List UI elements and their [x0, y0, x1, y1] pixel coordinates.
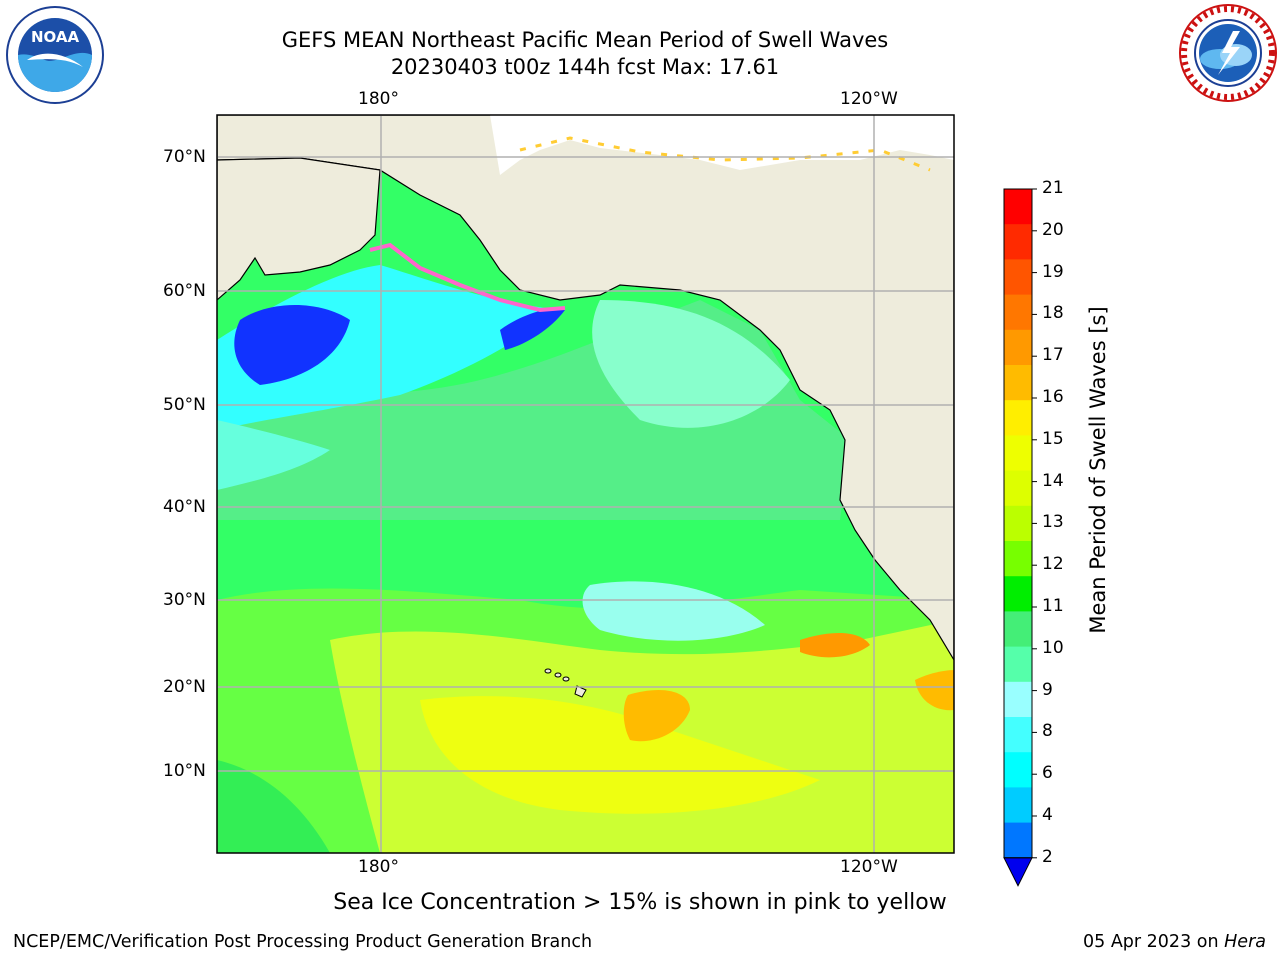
colorbar-swatch [1004, 505, 1032, 542]
lat-label-70n: 70°N [163, 147, 206, 167]
colorbar-tick-label: 14 [1042, 470, 1064, 491]
colorbar-swatch [1004, 224, 1032, 260]
colorbar-swatch [1004, 752, 1032, 788]
sea-ice-arctic-edge [519, 136, 931, 172]
colorbar [1003, 188, 1037, 887]
sea-ice-caption: Sea Ice Concentration > 15% is shown in … [333, 890, 947, 915]
map-title: GEFS MEAN Northeast Pacific Mean Period … [281, 28, 889, 52]
colorbar-swatch [1004, 681, 1032, 718]
footer-date-text: 05 Apr 2023 on [1083, 932, 1225, 952]
swell-region-8-9 [217, 420, 330, 490]
colorbar-tick-label: 12 [1042, 554, 1064, 575]
colorbar-tick-label: 17 [1042, 345, 1064, 366]
colorbar-swatch [1004, 329, 1032, 366]
swell-region-sw-10-11 [217, 760, 330, 853]
colorbar-swatch [1004, 541, 1032, 577]
colorbar-swatch [1004, 470, 1032, 507]
colorbar-tick-label: 10 [1042, 637, 1064, 658]
colorbar-tick-label: 19 [1042, 261, 1064, 282]
map-subtitle: 20230403 t00z 144h fcst Max: 17.61 [390, 55, 780, 79]
colorbar-tick-label: 2 [1042, 846, 1053, 867]
colorbar-tick-label: 16 [1042, 387, 1064, 407]
colorbar-tick-label: 18 [1042, 303, 1064, 324]
nws-logo [1178, 3, 1278, 103]
swell-region-subtropical-8-9 [582, 581, 765, 641]
swell-region-14-15 [420, 696, 820, 814]
colorbar-swatch [1004, 435, 1032, 472]
swell-region-low-aleutian [234, 305, 350, 385]
swell-region-17-18 [800, 633, 870, 658]
hawaiian-islands [544, 668, 587, 698]
swell-region-east-16-17 [915, 670, 954, 711]
lat-label-40n: 40°N [163, 497, 206, 517]
noaa-logo: NOAA [5, 5, 105, 105]
colorbar-swatch [1004, 365, 1032, 401]
map-area [217, 115, 954, 853]
lat-label-30n: 30°N [163, 590, 206, 610]
lon-label-bottom-180: 180° [358, 857, 399, 877]
footer-date: 05 Apr 2023 on Hera [1083, 932, 1266, 952]
sea-ice-edge [369, 242, 566, 313]
map-frame [216, 114, 955, 854]
swell-region-low-alaska [500, 308, 565, 350]
colorbar-under-triangle [1003, 857, 1033, 887]
colorbar-swatch [1004, 259, 1032, 296]
colorbar-swatch [1004, 189, 1032, 225]
colorbar-tick-label: 6 [1042, 763, 1053, 784]
colorbar-tick-label: 13 [1042, 512, 1064, 533]
lat-label-10n: 10°N [163, 761, 206, 781]
lat-label-50n: 50°N [163, 395, 206, 415]
colorbar-tick-label: 8 [1042, 721, 1053, 742]
swell-region-16-17 [623, 690, 690, 742]
colorbar-tick-label: 21 [1042, 178, 1064, 198]
colorbar-tick-label: 15 [1042, 428, 1064, 449]
colorbar-swatch [1004, 822, 1032, 859]
colorbar-tick-label: 20 [1042, 219, 1064, 240]
footer-machine: Hera [1224, 932, 1266, 952]
footer-branch: NCEP/EMC/Verification Post Processing Pr… [13, 932, 593, 952]
colorbar-swatch [1004, 611, 1032, 648]
colorbar-swatch [1004, 294, 1032, 331]
colorbar-swatch [1004, 787, 1032, 824]
noaa-text: NOAA [31, 28, 80, 46]
lat-label-20n: 20°N [163, 677, 206, 697]
colorbar-label: Mean Period of Swell Waves [s] [1086, 306, 1110, 634]
colorbar-tick-label: 11 [1042, 596, 1064, 616]
north-america-land [217, 115, 954, 662]
lon-label-bottom-120w: 120°W [840, 857, 898, 877]
colorbar-tick-label: 4 [1042, 805, 1053, 825]
colorbar-swatch [1004, 717, 1032, 753]
arctic-ocean [490, 115, 954, 175]
colorbar-swatch [1004, 400, 1032, 436]
lon-label-top-180: 180° [358, 89, 399, 109]
asia-land [217, 115, 381, 301]
graticule [217, 115, 954, 853]
lat-label-60n: 60°N [163, 281, 206, 301]
colorbar-swatch [1004, 576, 1032, 612]
lon-label-top-120w: 120°W [840, 89, 898, 109]
swell-region-gulf-alaska [592, 300, 790, 428]
colorbar-tick-label: 9 [1042, 679, 1053, 700]
colorbar-swatch [1004, 646, 1032, 683]
